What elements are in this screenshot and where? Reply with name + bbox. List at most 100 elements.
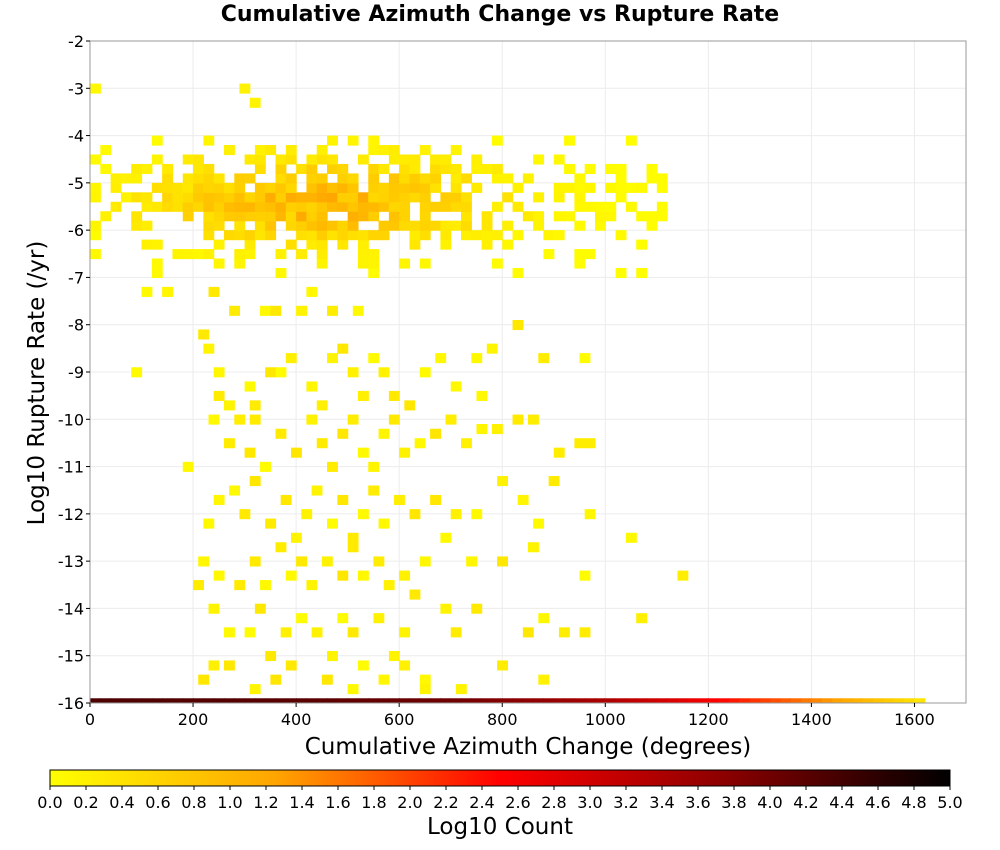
colorbar-tick-label: 4.2 — [793, 793, 818, 812]
heatmap-cell — [260, 305, 271, 316]
heatmap-cell — [450, 698, 462, 703]
heatmap-cell — [223, 192, 235, 203]
heatmap-cell — [254, 211, 266, 222]
heatmap-cell — [193, 249, 204, 260]
heatmap-cell — [316, 211, 328, 222]
heatmap-cell — [347, 684, 359, 695]
heatmap-cell — [316, 192, 328, 203]
heatmap-cell — [347, 220, 359, 231]
heatmap-cell — [677, 698, 689, 703]
heatmap-cell — [337, 343, 349, 354]
heatmap-cell — [862, 698, 874, 703]
y-tick-label: -11 — [58, 458, 84, 477]
heatmap-cell — [378, 428, 390, 439]
heatmap-cell — [347, 230, 359, 241]
heatmap-cell — [321, 674, 333, 685]
heatmap-cell — [646, 163, 658, 174]
heatmap-cell — [419, 230, 431, 241]
heatmap-cell — [337, 230, 349, 241]
heatmap-cell — [615, 698, 627, 703]
heatmap-cell — [440, 192, 452, 203]
heatmap-cell — [543, 698, 555, 703]
heatmap-cell — [337, 494, 349, 505]
colorbar-tick-label: 1.8 — [361, 793, 386, 812]
heatmap-cell — [90, 249, 101, 260]
heatmap-cell — [419, 211, 431, 222]
heatmap-cell — [172, 182, 184, 193]
heatmap-cell — [430, 173, 441, 184]
heatmap-cell — [357, 211, 369, 222]
heatmap-cell — [584, 438, 596, 449]
heatmap-cell — [528, 542, 539, 553]
heatmap-cell — [151, 258, 163, 269]
heatmap-cell — [512, 201, 524, 212]
heatmap-cell — [399, 698, 411, 703]
heatmap-cell — [450, 627, 462, 638]
heatmap-cell — [579, 627, 591, 638]
heatmap-cell — [223, 145, 235, 156]
heatmap-cell — [151, 201, 163, 212]
heatmap-cell — [440, 201, 452, 212]
heatmap-cell — [131, 192, 143, 203]
heatmap-cell — [203, 230, 215, 241]
heatmap-cell — [198, 556, 210, 567]
colorbar-tick-label: 1.6 — [325, 793, 350, 812]
heatmap-cell — [151, 135, 163, 146]
heatmap-cell — [378, 163, 390, 174]
heatmap-cell — [327, 518, 338, 529]
heatmap-cell — [337, 201, 349, 212]
heatmap-cell — [337, 182, 349, 193]
heatmap-cell — [409, 509, 421, 520]
heatmap-cell — [296, 556, 308, 567]
heatmap-cell — [450, 509, 462, 520]
heatmap-cell — [636, 613, 648, 624]
heatmap-cell — [223, 438, 235, 449]
heatmap-cell — [811, 698, 823, 703]
heatmap-cell — [780, 698, 792, 703]
heatmap-cell — [553, 182, 565, 193]
heatmap-cell — [471, 163, 483, 174]
heatmap-cell — [378, 698, 390, 703]
heatmap-cell — [584, 249, 596, 260]
heatmap-cell — [512, 698, 524, 703]
heatmap-cell — [419, 698, 431, 703]
heatmap-cell — [260, 580, 271, 591]
heatmap-cell — [538, 674, 550, 685]
heatmap-cell — [430, 163, 441, 174]
heatmap-cell — [285, 239, 297, 250]
heatmap-cell — [357, 249, 369, 260]
heatmap-cell — [481, 698, 493, 703]
heatmap-cell — [90, 230, 101, 241]
heatmap-cell — [270, 305, 282, 316]
heatmap-cell — [625, 532, 637, 543]
y-tick-label: -3 — [68, 79, 84, 98]
x-tick-label: 1600 — [894, 710, 935, 729]
heatmap-cell — [254, 698, 266, 703]
heatmap-cell — [203, 201, 215, 212]
heatmap-cell — [172, 201, 184, 212]
colorbar-tick-label: 0.0 — [37, 793, 62, 812]
heatmap-cell — [357, 258, 369, 269]
heatmap-cell — [193, 192, 204, 203]
heatmap-cell — [306, 163, 318, 174]
heatmap-cell — [193, 173, 204, 184]
heatmap-cell — [151, 154, 163, 165]
heatmap-cell — [234, 258, 246, 269]
heatmap-cell — [316, 173, 328, 184]
heatmap-cell — [388, 390, 400, 401]
heatmap-cell — [481, 230, 493, 241]
heatmap-cell — [873, 698, 885, 703]
heatmap-cell — [285, 182, 297, 193]
heatmap-cell — [491, 163, 503, 174]
heatmap-cell — [213, 570, 225, 581]
heatmap-cell — [574, 438, 586, 449]
colorbar-tick-label: 2.2 — [433, 793, 458, 812]
heatmap-cell — [564, 211, 575, 222]
heatmap-cell — [90, 83, 101, 94]
heatmap-cell — [337, 428, 349, 439]
colorbar-tick-label: 1.4 — [289, 793, 314, 812]
heatmap-cell — [203, 182, 215, 193]
heatmap-cell — [141, 698, 153, 703]
heatmap-cell — [461, 192, 472, 203]
heatmap-cell — [378, 674, 390, 685]
